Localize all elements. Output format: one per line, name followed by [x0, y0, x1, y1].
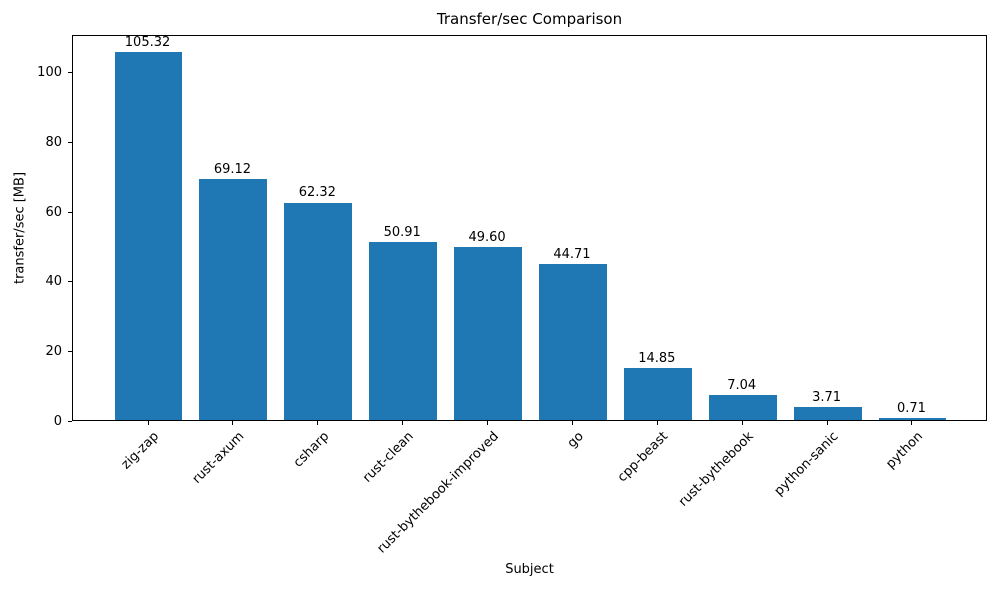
y-tick-label: 20	[45, 344, 62, 360]
bar-value-label: 105.32	[124, 35, 171, 51]
x-tick-mark	[656, 421, 658, 425]
y-tick-mark	[68, 421, 72, 422]
bar-go	[538, 263, 607, 420]
x-tick-mark	[741, 421, 743, 425]
bar-value-label: 50.91	[383, 225, 421, 241]
y-tick-label: 100	[37, 64, 62, 80]
y-tick-label: 60	[45, 204, 62, 220]
bar-csharp	[284, 202, 353, 420]
bar-value-label: 69.12	[213, 161, 252, 177]
chart-title: Transfer/sec Comparison	[436, 10, 623, 28]
y-tick-label: 80	[45, 134, 62, 150]
y-tick-mark	[68, 211, 72, 213]
bar-value-label: 7.04	[727, 378, 757, 394]
bar-value-label: 3.71	[812, 390, 842, 406]
x-tick-mark	[911, 421, 913, 425]
x-tick-label-rust-axum: rust-axum	[189, 429, 248, 487]
bar-value-label: 14.85	[638, 351, 676, 367]
bar-rust-clean	[369, 242, 438, 420]
y-tick-label: 0	[53, 414, 62, 429]
y-tick-mark	[68, 281, 72, 283]
bar-value-label: 49.60	[468, 229, 506, 245]
x-tick-label-python: python	[883, 429, 927, 472]
x-tick-label-cpp-beast: cpp-beast	[615, 429, 672, 486]
bar-rust-axum	[199, 178, 268, 420]
bar-python	[878, 417, 947, 420]
y-tick-label: 40	[45, 274, 62, 290]
bar-value-label: 62.32	[298, 185, 336, 201]
x-tick-label-zig-zap: zig-zap	[118, 429, 163, 473]
x-tick-mark	[232, 421, 234, 425]
y-tick-mark	[68, 141, 72, 143]
bar-value-label: 44.71	[553, 246, 591, 262]
x-tick-label-rust-clean: rust-clean	[360, 429, 417, 486]
bar-rust-bythebook-improved	[454, 246, 522, 420]
x-tick-mark	[487, 421, 489, 425]
bar-cpp-beast	[623, 368, 692, 420]
x-tick-mark	[402, 421, 404, 425]
x-axis-label: Subject	[505, 562, 554, 577]
x-tick-mark	[147, 421, 149, 425]
bar-rust-bythebook	[708, 395, 777, 420]
y-tick-mark	[68, 71, 72, 73]
plot-area	[72, 35, 987, 421]
x-tick-label-rust-bythebook: rust-bythebook	[675, 429, 757, 510]
x-tick-mark	[826, 421, 828, 425]
bar-python-sanic	[793, 407, 862, 420]
x-tick-label-csharp: csharp	[290, 429, 332, 471]
bar-value-label: 0.71	[896, 400, 926, 416]
x-tick-mark	[317, 421, 319, 425]
bar-zig-zap	[114, 52, 183, 420]
x-tick-mark	[571, 421, 573, 425]
x-tick-label-go: go	[564, 429, 587, 452]
x-tick-label-python-sanic: python-sanic	[771, 429, 842, 499]
y-tick-mark	[68, 351, 72, 353]
y-axis-label: transfer/sec [MB]	[12, 171, 28, 285]
